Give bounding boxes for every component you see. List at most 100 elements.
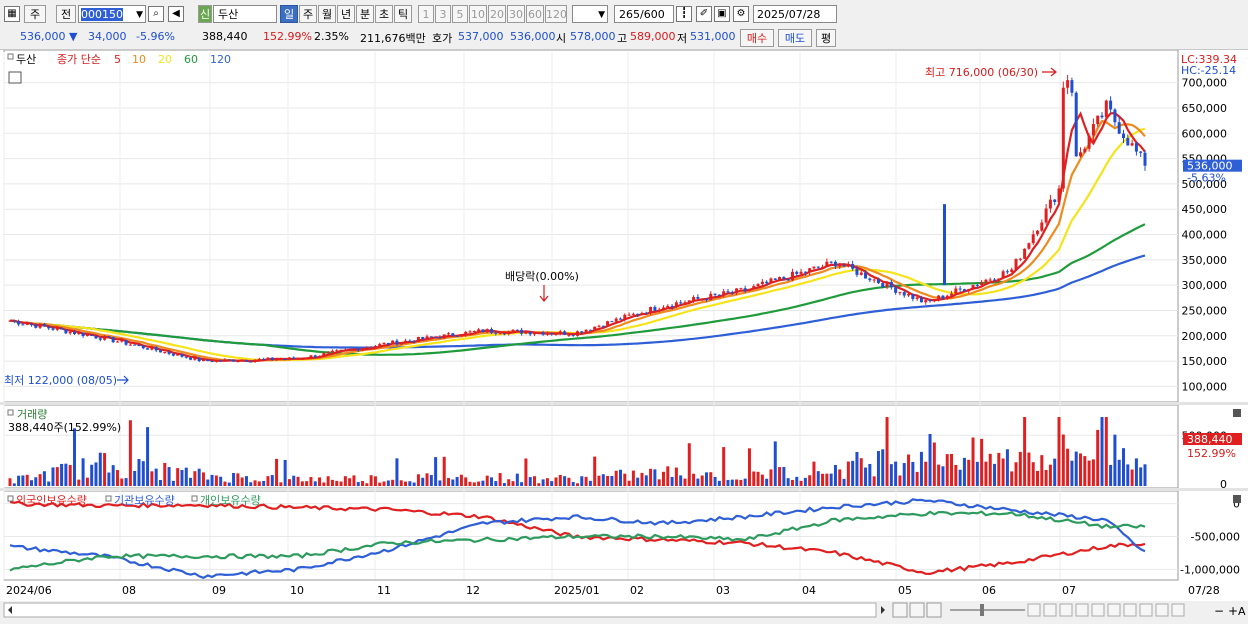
stock-name-label: 두산 [218,8,239,21]
candle-body [881,283,885,288]
period-tab-2[interactable]: 월 [318,5,336,23]
candle-body [296,358,300,360]
holding-legend-label: 기관보유수량 [114,494,175,507]
hc-label: HC:-25.14 [1181,64,1236,77]
interval-button-5[interactable]: 5 [452,5,468,23]
prev-button[interactable]: 전 [56,5,76,23]
interval-button-3[interactable]: 3 [435,5,451,23]
eval-button[interactable]: 평 [816,29,836,47]
candle-body [494,332,498,334]
candle-body [38,324,42,328]
volume-bar [103,453,107,486]
interval-button-1[interactable]: 1 [418,5,434,23]
candle-body [868,278,872,281]
volume-bar [8,478,12,486]
volume-bar [206,479,210,486]
volume-bar [623,473,627,486]
volume-bar [1053,458,1057,486]
candle-body [1031,234,1035,244]
candle-type-icon[interactable]: ┇ [676,6,692,22]
candle-body [661,307,665,310]
candle-body [455,335,459,337]
candle-body [726,291,730,293]
candle-body [356,348,360,351]
volume-bar [644,475,648,486]
sell-button[interactable]: 매도 [778,29,812,47]
volume-bar [808,475,812,486]
speaker-icon[interactable]: ◀ [168,6,184,22]
search-icon[interactable]: ⌕ [148,6,164,22]
chart-area[interactable]: 700,000 650,000 600,000 550,000 500,000 450,0… [0,49,1248,621]
period-tab-0[interactable]: 일 [280,5,298,23]
period-prefix-select[interactable]: 주 [24,5,46,23]
volume-bar [343,476,347,486]
volume-bar [683,478,687,486]
candle-body [563,331,567,335]
candle-body [614,318,618,322]
candle-body [352,348,356,350]
period-tab-5[interactable]: 초 [375,5,393,23]
candle-body [1018,258,1022,260]
candle-body [700,298,704,300]
volume-ratio: 152.99% [263,30,312,43]
candle-body [279,359,283,361]
volume-bar [593,456,597,486]
interval-button-120[interactable]: 120 [545,5,567,23]
volume-bar [421,477,425,486]
period-tab-6[interactable]: 틱 [394,5,412,23]
candles [8,74,1147,363]
volume-bar [128,420,132,486]
interval-button-20[interactable]: 20 [488,5,506,23]
save-icon[interactable]: ▣ [714,6,730,22]
candle-body [941,295,945,299]
price-legend: 두산 종가 단순 5 10 20 60 120 [7,53,231,84]
volume-bar [408,481,412,486]
chevron-down-icon[interactable]: ▼ [598,10,605,20]
panel-separator [0,402,1248,405]
volume-bar [1048,464,1052,486]
candle-body [335,350,339,352]
chevron-down-icon[interactable]: ▼ [136,10,143,20]
volume-bar [752,471,756,486]
stock-code-input[interactable]: 000150 ▼ [78,5,146,23]
interval-button-10[interactable]: 10 [469,5,487,23]
current-price-label: 536,000 [1187,160,1233,173]
volume-bar [700,475,704,486]
candle-body [876,279,880,284]
volume-bar [72,428,76,486]
candle-body [227,359,231,361]
interval-select[interactable]: ▼ [572,5,608,23]
gear-icon[interactable]: ⚙ [733,6,749,22]
volume-bar [434,457,438,486]
date-input[interactable]: 2025/07/28 [753,5,837,23]
volume-bar [124,478,128,486]
prev-label: 전 [60,8,72,21]
interval-button-30[interactable]: 30 [507,5,525,23]
candle-body [790,271,794,281]
count-input[interactable]: 265/600 [614,5,674,23]
chart-menu-icon[interactable]: ▦ [4,6,20,22]
buy-button[interactable]: 매수 [740,29,774,47]
volume-bar [425,473,429,486]
draw-tool-icon[interactable]: ✐ [696,6,712,22]
volume-bar [141,461,145,486]
period-tab-3[interactable]: 년 [337,5,355,23]
period-tab-4[interactable]: 분 [356,5,374,23]
candle-body [674,302,678,307]
volume-bar [889,464,893,486]
stock-code-value: 000150 [81,8,123,21]
candle-body [515,329,519,331]
candle-body [103,336,107,340]
interval-button-60[interactable]: 60 [526,5,544,23]
period-tab-1[interactable]: 주 [299,5,317,23]
volume-bar [120,478,124,486]
candle-body [51,328,55,330]
volume-bar [266,476,270,486]
candle-body [541,332,545,335]
chart-svg[interactable]: 700,000650,000600,000550,000500,000450,0… [0,49,1248,621]
volume-bar [765,478,769,486]
y-tick-label: 300,000 [1182,279,1228,292]
volume-bar [270,475,274,486]
candle-body [928,300,932,302]
